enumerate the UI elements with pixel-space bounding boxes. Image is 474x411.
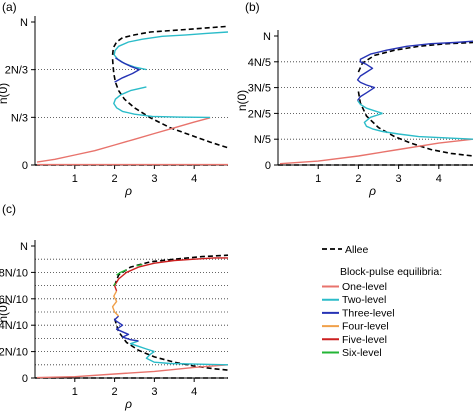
x-tick-label: 2 xyxy=(112,386,118,398)
y-tick-label: N/5 xyxy=(254,134,271,146)
x-tick-label: 1 xyxy=(72,386,78,398)
y-tick-label: 4N/5 xyxy=(248,57,271,69)
series-line-allee xyxy=(113,254,229,286)
y-tick-label: N xyxy=(20,241,28,253)
panel-c: (c) 0 2N/10 4N/10 6N/10 8N/10 N 1 2 3 4 ρ n(0) xyxy=(0,202,229,411)
series-line-one-level xyxy=(36,117,211,163)
x-tick-label: 1 xyxy=(315,173,321,185)
y-tick-label: 3N/5 xyxy=(248,83,271,95)
y-tick-label: 8N/10 xyxy=(0,267,28,279)
panel-b: (b) 0 N/5 2N/5 3N/5 4N/5 N 1 2 3 4 ρ n(0) xyxy=(235,0,474,198)
x-tick-label: 1 xyxy=(72,173,78,185)
x-axis-label: ρ xyxy=(124,184,132,198)
legend-item-label: Five-level xyxy=(342,334,387,346)
legend-label-allee: Allee xyxy=(345,244,369,256)
y-axis-label: n(0) xyxy=(235,90,249,111)
y-tick-label: 4N/10 xyxy=(0,320,28,332)
series-line-allee xyxy=(111,59,229,149)
series-line-one-level xyxy=(279,138,474,165)
y-tick-label: 0 xyxy=(265,160,271,172)
legend-item-label: Four-level xyxy=(342,321,389,333)
legend-item-label: Six-level xyxy=(342,347,382,359)
x-tick-label: 4 xyxy=(191,173,197,185)
series-line-two-level xyxy=(113,31,229,71)
x-tick-label: 2 xyxy=(355,173,361,185)
y-axis-label: n(0) xyxy=(0,83,10,104)
series-line-three-level xyxy=(113,315,139,342)
x-tick-label: 2 xyxy=(112,173,118,185)
x-tick-label: 4 xyxy=(191,386,197,398)
series-line-five-level xyxy=(113,257,228,292)
y-tick-label: 2N/5 xyxy=(248,108,271,120)
legend-header: Block-pulse equilibria: xyxy=(340,266,442,278)
series-line-six-level xyxy=(136,263,143,267)
x-tick-label: 3 xyxy=(151,173,157,185)
series-line-two-level xyxy=(363,112,474,140)
y-tick-label: 2N/10 xyxy=(0,347,28,359)
y-tick-label: 0 xyxy=(22,373,28,385)
x-tick-label: 4 xyxy=(436,173,442,185)
series-line-two-level xyxy=(129,340,155,353)
series-line-three-level xyxy=(356,40,474,101)
series-line-six-level xyxy=(116,269,127,276)
series-line-one-level xyxy=(36,364,229,379)
series-line-two-level xyxy=(357,100,383,115)
series-line-four-level xyxy=(111,290,120,317)
series-line-allee xyxy=(113,318,229,371)
panel-label: (a) xyxy=(2,0,17,14)
x-tick-label: 3 xyxy=(151,386,157,398)
legend-item-label: Three-level xyxy=(342,307,395,319)
y-tick-label: 2N/3 xyxy=(5,65,28,77)
x-tick-label: 3 xyxy=(396,173,402,185)
y-tick-label: N/3 xyxy=(11,112,28,124)
panel-a: (a) 0 N/3 2N/3 N 1 2 3 4 ρ n(0) xyxy=(0,0,229,198)
series-line-allee xyxy=(357,41,474,73)
panel-label: (c) xyxy=(2,202,16,216)
y-axis-label: n(0) xyxy=(0,301,10,322)
series-line-two-level xyxy=(113,86,211,119)
series-line-allee xyxy=(111,25,229,55)
series-line-allee xyxy=(357,91,474,157)
series-line-two-level xyxy=(145,351,229,366)
y-tick-label: N xyxy=(20,17,28,29)
legend: Allee Block-pulse equilibria: One-levelTwo… xyxy=(322,244,442,359)
series-line-three-level xyxy=(114,57,141,83)
y-tick-label: 6N/10 xyxy=(0,294,28,306)
x-axis-label: ρ xyxy=(368,184,376,198)
y-tick-label: N xyxy=(263,31,271,43)
y-tick-label: 0 xyxy=(22,160,28,172)
legend-item-label: One-level xyxy=(342,281,387,293)
legend-item-label: Two-level xyxy=(342,294,386,306)
series-line-six-level xyxy=(113,282,116,286)
panel-label: (b) xyxy=(245,0,260,14)
x-axis-label: ρ xyxy=(124,397,132,411)
